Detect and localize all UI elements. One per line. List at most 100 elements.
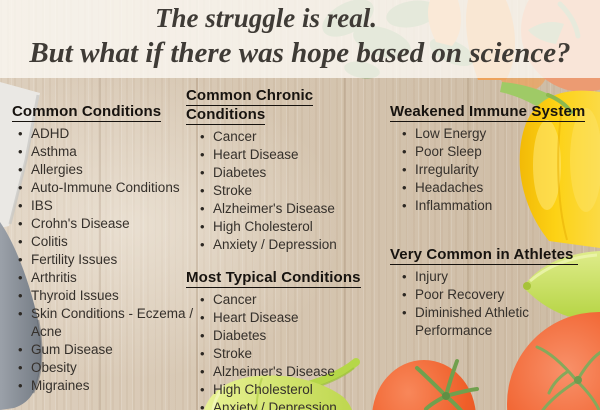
bullet-icon: • xyxy=(18,342,23,357)
list-item: • High Cholesterol xyxy=(200,381,386,399)
section-title: Very Common in Athletes xyxy=(390,245,586,265)
section-weakened-immune-system: Weakened Immune System • Low Energy • Poor … xyxy=(390,102,586,215)
bullet-icon: • xyxy=(18,162,23,177)
list-item: • Asthma xyxy=(18,143,208,161)
green-pepper-bottom xyxy=(204,358,360,410)
condition-label: Migraines xyxy=(31,378,90,393)
list-item: • Auto-Immune Conditions xyxy=(18,179,208,197)
bullet-icon: • xyxy=(200,165,205,180)
bullet-icon: • xyxy=(200,237,205,252)
headline-line-2: But what if there was hope based on scie… xyxy=(29,37,571,69)
list-item: • Migraines xyxy=(18,377,208,395)
green-chili-pepper xyxy=(523,251,600,320)
list-item: • Heart Disease xyxy=(200,309,386,327)
column-right: Weakened Immune System • Low Energy • Poor … xyxy=(390,102,586,340)
bullet-icon: • xyxy=(200,346,205,361)
list-item: • Fertility Issues xyxy=(18,251,208,269)
section-title-text: Most Typical Conditions xyxy=(186,269,361,288)
list-item: • Stroke xyxy=(200,182,386,200)
list-item: • Gum Disease xyxy=(18,341,208,359)
condition-label: Allergies xyxy=(31,162,83,177)
condition-label: Inflammation xyxy=(415,198,493,213)
section-title-text: Very Common in Athletes xyxy=(390,246,578,265)
small-tomato xyxy=(372,359,479,410)
condition-label: Skin Conditions - Eczema / Acne xyxy=(31,306,194,339)
list-item: • Obesity xyxy=(18,359,208,377)
list-item: • Colitis xyxy=(18,233,208,251)
bullet-icon: • xyxy=(402,287,407,302)
condition-label: Diabetes xyxy=(213,328,267,343)
list-item: • Anxiety / Depression xyxy=(200,399,386,410)
list-item: • Heart Disease xyxy=(200,146,386,164)
wood-seams xyxy=(99,78,469,410)
list-item: • Allergies xyxy=(18,161,208,179)
condition-label: Colitis xyxy=(31,234,68,249)
condition-label: Crohn's Disease xyxy=(31,216,130,231)
bullet-icon: • xyxy=(18,234,23,249)
bullet-icon: • xyxy=(200,147,205,162)
section-title-text: Common Chronic Conditions xyxy=(186,87,314,125)
condition-label: Anxiety / Depression xyxy=(213,237,337,252)
header-overlay: The struggle is real. But what if there … xyxy=(0,0,600,78)
condition-label: High Cholesterol xyxy=(213,382,313,397)
section-title: Most Typical Conditions xyxy=(186,268,386,288)
condition-label: Cancer xyxy=(213,292,257,307)
list-item: • Diminished Athletic Performance xyxy=(402,304,548,340)
list-item: • Poor Recovery xyxy=(402,286,548,304)
condition-list: • ADHD • Asthma • Allergies • Auto-Immune Condi… xyxy=(12,125,208,395)
condition-label: Thyroid Issues xyxy=(31,288,119,303)
bullet-icon: • xyxy=(402,269,407,284)
list-item: • Headaches xyxy=(402,179,548,197)
list-item: • Cancer xyxy=(200,291,386,309)
list-item: • IBS xyxy=(18,197,208,215)
bullet-icon: • xyxy=(200,328,205,343)
bullet-icon: • xyxy=(402,144,407,159)
section-most-typical-conditions: Most Typical Conditions • Cancer • Heart Di… xyxy=(186,268,386,410)
condition-label: Heart Disease xyxy=(213,310,299,325)
section-common-chronic-conditions: Common Chronic Conditions • Cancer • Heart … xyxy=(186,86,386,254)
condition-list: • Low Energy • Poor Sleep • Irregularity • Head… xyxy=(390,125,548,215)
bullet-icon: • xyxy=(200,364,205,379)
column-middle: Common Chronic Conditions • Cancer • Heart … xyxy=(186,86,386,410)
bullet-icon: • xyxy=(18,288,23,303)
condition-label: Poor Sleep xyxy=(415,144,482,159)
section-title-text: Common Conditions xyxy=(12,103,162,122)
list-item: • Diabetes xyxy=(200,327,386,345)
list-item: • Alzheimer's Disease xyxy=(200,200,386,218)
condition-label: IBS xyxy=(31,198,53,213)
bullet-icon: • xyxy=(402,180,407,195)
bullet-icon: • xyxy=(200,292,205,307)
condition-label: Stroke xyxy=(213,346,253,361)
list-item: • Injury xyxy=(402,268,548,286)
condition-label: Gum Disease xyxy=(31,342,113,357)
bullet-icon: • xyxy=(18,360,23,375)
bullet-icon: • xyxy=(200,129,205,144)
list-item: • Low Energy xyxy=(402,125,548,143)
condition-label: Alzheimer's Disease xyxy=(213,364,335,379)
headline-line-1: The struggle is real. xyxy=(154,3,377,33)
condition-label: Auto-Immune Conditions xyxy=(31,180,180,195)
condition-label: Anxiety / Depression xyxy=(213,400,337,410)
bullet-icon: • xyxy=(18,252,23,267)
condition-label: Arthritis xyxy=(31,270,77,285)
bullet-icon: • xyxy=(402,198,407,213)
condition-label: Headaches xyxy=(415,180,484,195)
condition-label: Fertility Issues xyxy=(31,252,118,267)
bullet-icon: • xyxy=(18,126,23,141)
condition-label: High Cholesterol xyxy=(213,219,313,234)
condition-label: Alzheimer's Disease xyxy=(213,201,335,216)
condition-label: Diabetes xyxy=(213,165,267,180)
condition-list: • Cancer • Heart Disease • Diabetes • Stroke • Al… xyxy=(186,128,386,254)
list-item: • Crohn's Disease xyxy=(18,215,208,233)
condition-label: Irregularity xyxy=(415,162,479,177)
list-item: • Inflammation xyxy=(402,197,548,215)
condition-label: Heart Disease xyxy=(213,147,299,162)
list-item: • Skin Conditions - Eczema / Acne xyxy=(18,305,208,341)
section-common-conditions: Common Conditions • ADHD • Asthma • Allergies… xyxy=(12,102,208,395)
condition-label: Injury xyxy=(415,269,449,284)
section-title-text: Weakened Immune System xyxy=(390,103,586,122)
bullet-icon: • xyxy=(200,310,205,325)
bullet-icon: • xyxy=(200,201,205,216)
condition-label: Poor Recovery xyxy=(415,287,505,302)
condition-list: • Injury • Poor Recovery • Diminished Athleti… xyxy=(390,268,548,340)
